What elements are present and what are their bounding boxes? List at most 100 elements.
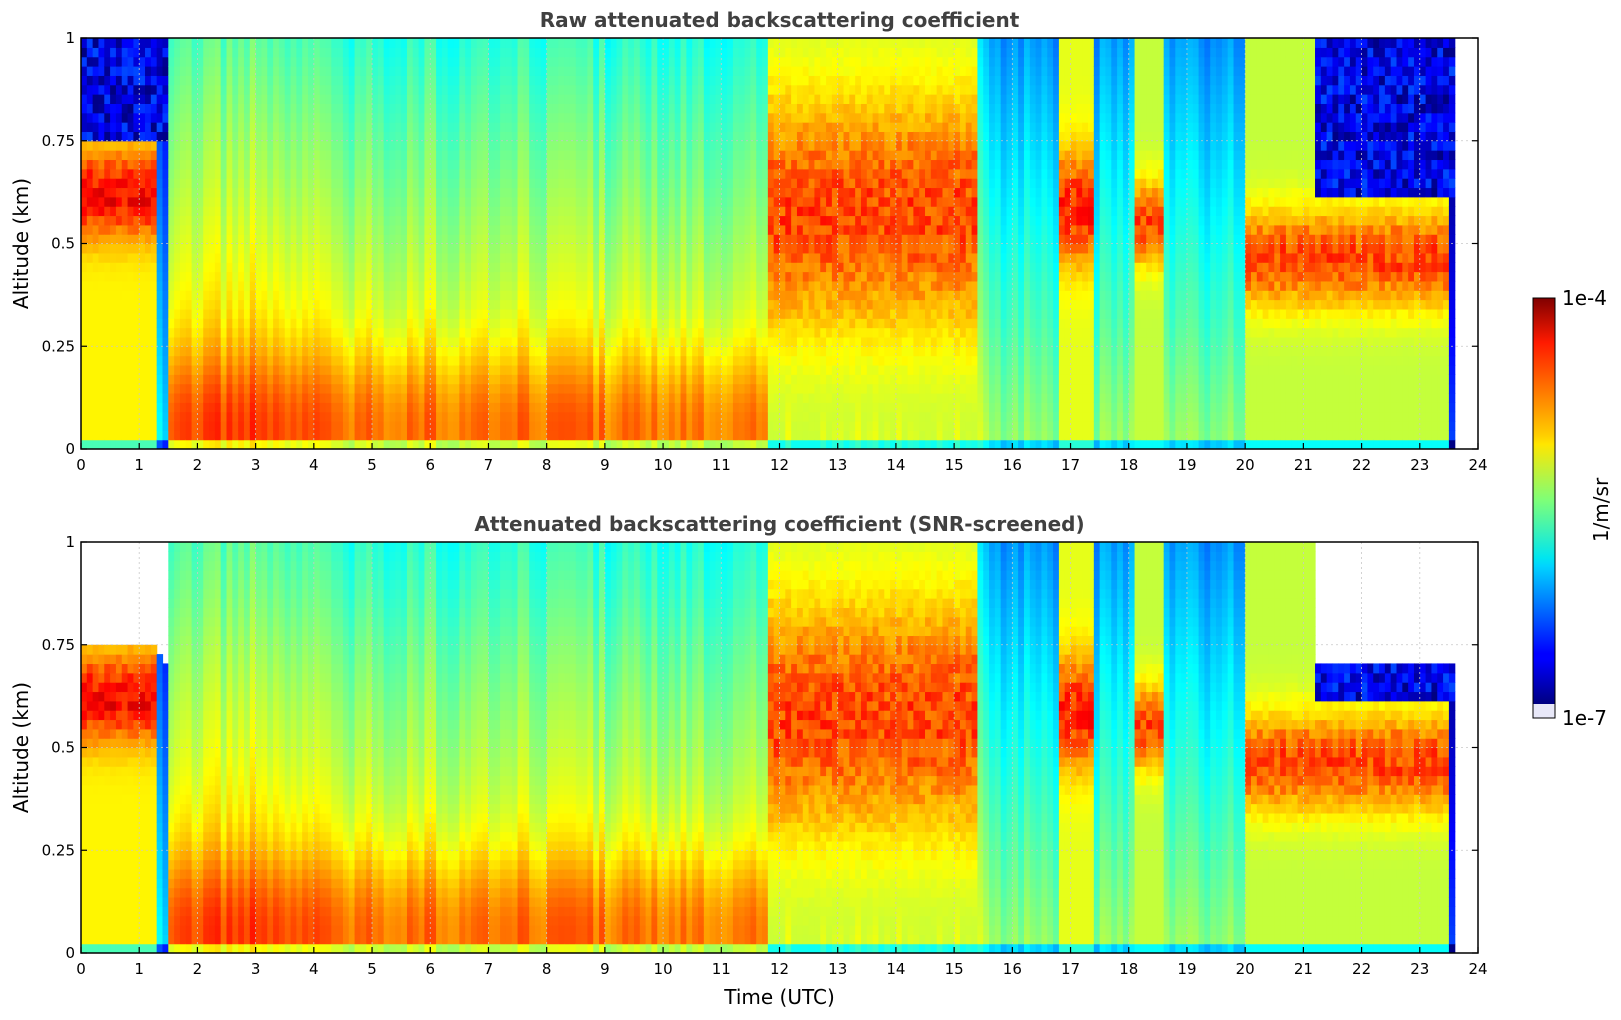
- heatmap-cell: [133, 122, 140, 133]
- heatmap-cell: [698, 94, 705, 104]
- heatmap-cell: [552, 430, 559, 441]
- heatmap-cell: [366, 75, 373, 86]
- heatmap-cell: [447, 439, 455, 449]
- heatmap-cell: [465, 327, 472, 338]
- heatmap-cell: [168, 103, 175, 114]
- heatmap-cell: [430, 411, 437, 422]
- heatmap-cell: [453, 243, 460, 254]
- heatmap-cell: [523, 318, 530, 329]
- heatmap-cell: [657, 374, 664, 385]
- heatmap-cell: [604, 430, 612, 441]
- heatmap-cell: [651, 252, 658, 263]
- heatmap-cell: [354, 243, 361, 254]
- heatmap-cell: [296, 168, 303, 179]
- heatmap-cell: [581, 383, 589, 394]
- heatmap-cell: [139, 94, 146, 104]
- heatmap-cell: [604, 196, 612, 207]
- heatmap-cell: [145, 262, 152, 273]
- heatmap-cell: [156, 280, 164, 291]
- heatmap-cell: [92, 383, 100, 394]
- heatmap-cell: [686, 196, 693, 207]
- heatmap-cell: [302, 206, 309, 217]
- heatmap-cell: [674, 439, 682, 449]
- heatmap-cell: [366, 411, 373, 422]
- heatmap-cell: [738, 402, 746, 413]
- heatmap-cell: [494, 336, 501, 347]
- heatmap-cell: [616, 392, 623, 403]
- heatmap-cell: [575, 131, 583, 142]
- heatmap-cell: [372, 112, 379, 123]
- heatmap-cell: [179, 150, 187, 161]
- heatmap-cell: [680, 150, 687, 161]
- heatmap-cell: [564, 336, 571, 347]
- heatmap-cell: [505, 411, 513, 422]
- heatmap-cell: [121, 196, 129, 207]
- heatmap-cell: [599, 38, 606, 48]
- heatmap-cell: [238, 131, 245, 142]
- heatmap-cell: [505, 364, 513, 375]
- heatmap-cell: [418, 159, 426, 170]
- heatmap-cell: [587, 392, 594, 403]
- heatmap-cell: [651, 75, 658, 86]
- heatmap-cell: [494, 196, 501, 207]
- heatmap-cell: [535, 168, 542, 179]
- heatmap-cell: [482, 159, 490, 170]
- heatmap-cell: [179, 103, 187, 114]
- heatmap-cell: [296, 178, 303, 189]
- heatmap-cell: [308, 178, 315, 189]
- heatmap-cell: [692, 196, 699, 207]
- heatmap-cell: [150, 215, 158, 226]
- heatmap-cell: [348, 56, 356, 67]
- heatmap-cell: [721, 168, 728, 179]
- heatmap-cell: [243, 168, 251, 179]
- heatmap-cell: [436, 420, 443, 431]
- heatmap-cell: [156, 234, 164, 245]
- heatmap-cell: [360, 430, 367, 441]
- heatmap-cell: [511, 103, 519, 114]
- heatmap-cell: [290, 215, 297, 226]
- heatmap-cell: [319, 196, 327, 207]
- heatmap-cell: [372, 94, 379, 104]
- heatmap-cell: [692, 38, 699, 48]
- heatmap-cell: [564, 252, 571, 263]
- heatmap-cell: [313, 308, 321, 319]
- heatmap-cell: [552, 392, 559, 403]
- heatmap-cell: [500, 280, 507, 291]
- heatmap-cell: [214, 112, 222, 123]
- heatmap-cell: [465, 280, 472, 291]
- heatmap-cell: [185, 318, 193, 329]
- heatmap-cell: [226, 243, 233, 254]
- heatmap-cell: [459, 187, 466, 198]
- heatmap-cell: [500, 234, 507, 245]
- heatmap-cell: [133, 159, 140, 170]
- heatmap-cell: [657, 206, 664, 217]
- heatmap-cell: [488, 290, 495, 301]
- heatmap-cell: [325, 178, 332, 189]
- heatmap-cell: [92, 234, 100, 245]
- heatmap-cell: [179, 122, 187, 133]
- heatmap-cell: [214, 38, 222, 48]
- heatmap-cell: [412, 215, 420, 226]
- heatmap-cell: [331, 47, 338, 58]
- heatmap-cell: [692, 131, 699, 142]
- heatmap-cell: [581, 420, 589, 431]
- heatmap-cell: [383, 187, 391, 198]
- heatmap-cell: [459, 178, 466, 189]
- heatmap-cell: [471, 47, 478, 58]
- heatmap-cell: [732, 327, 740, 338]
- heatmap-cell: [232, 206, 239, 217]
- heatmap-cell: [430, 47, 437, 58]
- heatmap-cell: [587, 206, 594, 217]
- heatmap-cell: [150, 243, 158, 254]
- heatmap-cell: [267, 112, 274, 123]
- heatmap-cell: [517, 66, 524, 76]
- heatmap-cell: [436, 94, 443, 104]
- heatmap-cell: [389, 66, 396, 76]
- heatmap-cell: [354, 150, 361, 161]
- heatmap-cell: [494, 84, 501, 95]
- heatmap-cell: [284, 168, 292, 179]
- heatmap-cell: [366, 66, 373, 76]
- heatmap-cell: [459, 252, 466, 263]
- heatmap-cell: [680, 140, 687, 151]
- heatmap-cell: [354, 262, 361, 273]
